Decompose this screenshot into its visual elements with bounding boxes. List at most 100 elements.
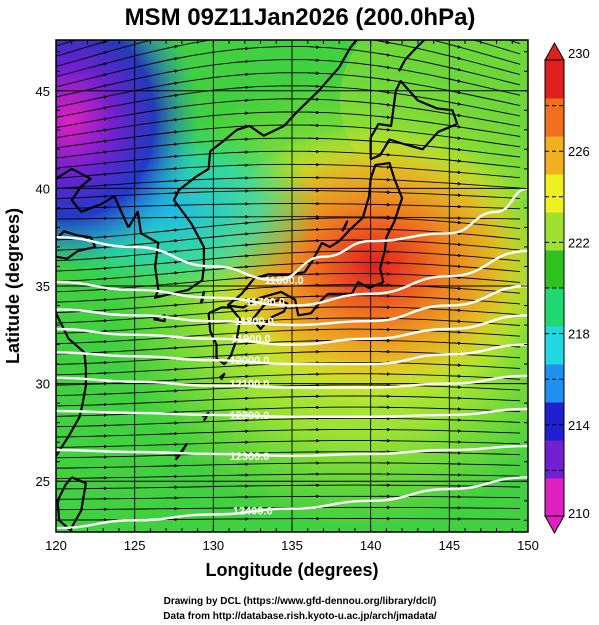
x-tick-label: 120 <box>45 538 67 553</box>
wind-arrow <box>95 318 108 323</box>
wind-arrow <box>449 55 462 60</box>
wind-arrow <box>166 249 179 254</box>
wind-arrow <box>449 78 462 83</box>
streamline <box>56 339 521 355</box>
streamline <box>56 40 521 78</box>
x-axis-label: Longitude (degrees) <box>205 560 378 580</box>
wind-arrow <box>308 34 320 35</box>
wind-arrow <box>95 106 108 111</box>
wind-arrow <box>166 34 178 37</box>
height-contour-label: 12000.0 <box>230 355 270 367</box>
streamline <box>56 124 521 149</box>
wind-arrow <box>378 152 391 157</box>
wind-arrow <box>307 45 320 49</box>
streamline <box>56 239 521 262</box>
streamline <box>56 203 521 210</box>
wind-arrow <box>166 389 179 393</box>
y-tick-label: 45 <box>36 84 50 99</box>
wind-arrow <box>95 360 108 365</box>
wind-arrow <box>449 181 462 186</box>
wind-arrow <box>236 243 250 247</box>
wind-arrow <box>449 319 462 324</box>
x-tick-label: 135 <box>281 538 303 553</box>
coast-taiwan <box>56 476 87 532</box>
coast-hokkaido <box>369 79 459 161</box>
plot-area: 11600.0 11700.0 11800.0 11900.0 12000.0 12100… <box>56 30 528 532</box>
wind-arrow <box>166 118 179 122</box>
wind-arrow <box>95 256 108 260</box>
colorbar-min-arrow <box>544 515 565 535</box>
x-tick-label: 125 <box>124 538 146 553</box>
wind-arrow <box>95 381 108 386</box>
wind-arrow <box>236 98 250 103</box>
streamline <box>56 163 521 179</box>
wind-arrow <box>449 33 461 37</box>
wind-arrow <box>95 150 108 154</box>
colorbar-tick-label: 210 <box>568 506 590 521</box>
wind-arrow <box>95 392 108 396</box>
streamline <box>56 40 521 67</box>
wind-arrow <box>236 85 250 90</box>
height-contour-label: 11600.0 <box>265 275 304 287</box>
x-tick-label: 140 <box>360 538 382 553</box>
coast-russia <box>222 40 358 143</box>
wind-arrow <box>378 165 391 170</box>
wind-arrow <box>166 239 179 243</box>
wind-arrow <box>236 363 250 368</box>
wind-arrow <box>95 339 108 344</box>
height-contour-11700.0 <box>56 249 528 307</box>
colorbar-segment <box>545 478 564 517</box>
height-contour-label: 12400.0 <box>233 506 273 518</box>
wind-arrow <box>166 228 179 232</box>
wind-arrow <box>236 124 250 129</box>
colorbar-max-arrow <box>544 41 565 61</box>
streamline <box>56 228 521 251</box>
height-contour-label: 11800.0 <box>235 316 274 328</box>
colorbar-segment <box>545 440 564 479</box>
wind-arrow <box>449 242 462 247</box>
wind-arrow <box>166 421 179 425</box>
y-tick-label: 35 <box>36 279 50 294</box>
wind-streamlines <box>56 30 521 522</box>
wind-arrow <box>95 235 108 239</box>
wind-arrow <box>166 81 179 86</box>
streamline <box>56 46 521 88</box>
streamline <box>56 417 521 428</box>
credit-drawing: Drawing by DCL (https://www.gfd-dennou.o… <box>164 596 437 607</box>
wind-arrow <box>378 65 391 70</box>
wind-arrow <box>449 220 462 225</box>
wind-arrow <box>95 245 108 250</box>
streamline <box>56 495 521 500</box>
wind-arrow <box>95 194 108 199</box>
x-tick-label: 130 <box>202 538 224 553</box>
wind-arrow <box>378 127 391 132</box>
streamline <box>56 261 521 282</box>
wind-arrow <box>236 72 250 77</box>
wind-arrow <box>236 111 250 116</box>
height-contour-11800.0 <box>56 284 528 327</box>
wind-arrow <box>166 179 179 183</box>
wind-arrow <box>95 30 107 34</box>
wind-arrow <box>236 232 250 236</box>
y-axis: 25 30 35 40 45 <box>36 51 528 521</box>
wind-arrow <box>166 281 179 286</box>
wind-arrow <box>378 52 391 57</box>
colorbar-tick-label: 226 <box>568 144 590 159</box>
wind-arrow <box>166 431 179 436</box>
streamline <box>56 295 521 313</box>
y-tick-label: 25 <box>36 474 50 489</box>
wind-arrow <box>449 374 462 378</box>
wind-arrow <box>95 139 108 143</box>
streamline <box>56 190 521 200</box>
wind-arrow <box>166 44 179 49</box>
streamline <box>56 150 521 169</box>
streamline <box>56 428 521 438</box>
streamline <box>56 111 521 139</box>
wind-arrow <box>95 266 108 271</box>
wind-arrow <box>378 78 391 82</box>
wind-arrow <box>95 62 108 67</box>
wind-arrow <box>166 57 179 61</box>
streamline <box>56 250 521 272</box>
wind-arrow <box>378 90 391 95</box>
